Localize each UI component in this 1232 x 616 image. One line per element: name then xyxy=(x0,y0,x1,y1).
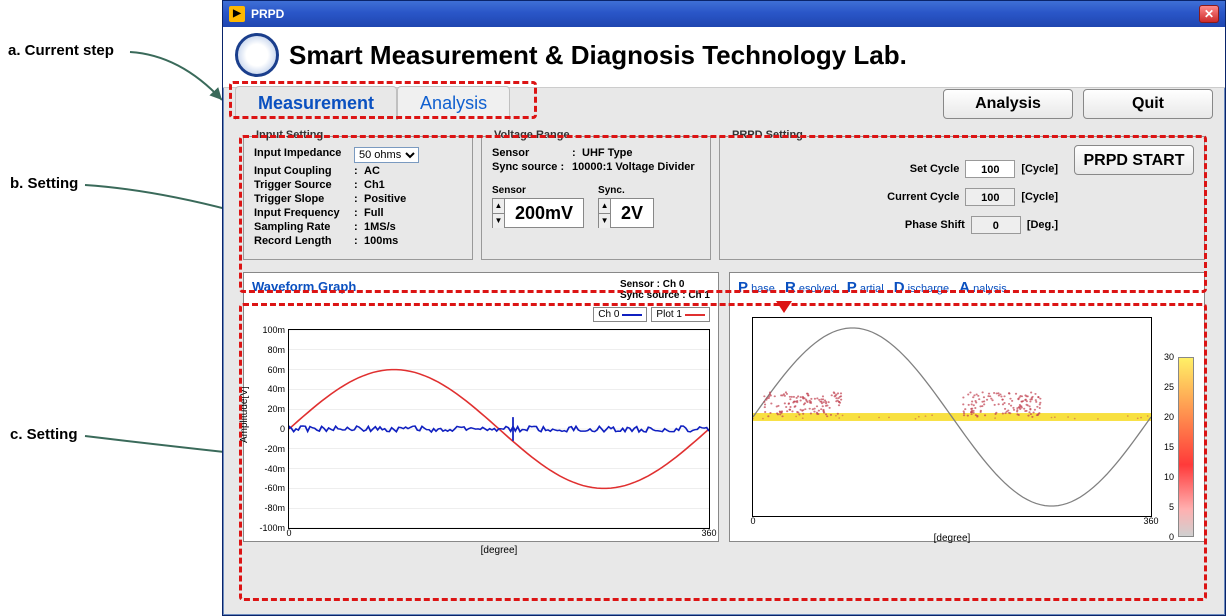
tab-measurement[interactable]: Measurement xyxy=(235,86,397,120)
phase-u: [Deg.] xyxy=(1027,219,1058,231)
vr-sensor-k: Sensor xyxy=(492,147,572,159)
vr-sync-k: Sync source : xyxy=(492,161,572,173)
settings-row: Input Setting Input Impedance 50 ohms In… xyxy=(235,128,1213,268)
legend-ch0: Ch 0 xyxy=(593,307,647,322)
close-button[interactable]: ✕ xyxy=(1199,5,1219,23)
waveform-plot: 100m80m60m40m20m0-20m-40m-60m-80m-100m 0… xyxy=(288,329,710,529)
prpd-graph-box: P haseR esolvedP artialD ischargeA nalys… xyxy=(729,272,1205,542)
titlebar: ▶ PRPD ✕ xyxy=(223,1,1225,27)
sensor-spin[interactable]: ▲▼200mV xyxy=(492,198,584,228)
srate-k: Sampling Rate xyxy=(254,221,354,233)
trigslope-v: Positive xyxy=(364,193,406,205)
srate-v: 1MS/s xyxy=(364,221,396,233)
impedance-label: Input Impedance xyxy=(254,147,354,163)
trigslope-k: Trigger Slope xyxy=(254,193,354,205)
annotation-c: c. Setting xyxy=(10,426,78,443)
reclen-k: Record Length xyxy=(254,235,354,247)
app-icon: ▶ xyxy=(229,6,245,22)
graph-row: Waveform Graph Sensor : Ch 0 Sync source… xyxy=(235,268,1213,546)
infreq-k: Input Frequency xyxy=(254,207,354,219)
sensor-spin-label: Sensor xyxy=(492,185,584,196)
sync-spin[interactable]: ▲▼2V xyxy=(598,198,654,228)
cur-cycle-value: 100 xyxy=(965,188,1015,206)
quit-button[interactable]: Quit xyxy=(1083,89,1213,119)
legend-plot1: Plot 1 xyxy=(651,307,710,322)
cur-cycle-k: Current Cycle xyxy=(887,191,959,203)
prpd-setting-group: PRPD Setting Set Cycle 100 [Cycle] Curre… xyxy=(719,136,1205,260)
waveform-title: Waveform Graph xyxy=(252,279,356,301)
app-header: Smart Measurement & Diagnosis Technology… xyxy=(223,27,1225,88)
infreq-v: Full xyxy=(364,207,384,219)
trigsrc-v: Ch1 xyxy=(364,179,385,191)
body-area: Input Setting Input Impedance 50 ohms In… xyxy=(223,120,1225,554)
phase-value: 0 xyxy=(971,216,1021,234)
wf-info2-k: Sync source xyxy=(620,290,679,301)
voltage-range-legend: Voltage Range xyxy=(490,129,574,141)
app-window: ▶ PRPD ✕ Smart Measurement & Diagnosis T… xyxy=(222,0,1226,616)
callout-arrows xyxy=(0,0,230,616)
trigsrc-k: Trigger Source xyxy=(254,179,354,191)
app-title: Smart Measurement & Diagnosis Technology… xyxy=(289,40,907,71)
colorbar-ticks: 302520151050 xyxy=(1154,357,1174,537)
waveform-graph-box: Waveform Graph Sensor : Ch 0 Sync source… xyxy=(243,272,719,542)
set-cycle-u: [Cycle] xyxy=(1021,163,1058,175)
marker-triangle-icon xyxy=(776,301,792,313)
wf-xlabel: [degree] xyxy=(288,545,710,556)
wf-ylabel: Amplitude[V] xyxy=(239,386,250,443)
coupling-k: Input Coupling xyxy=(254,165,354,177)
window-title: PRPD xyxy=(251,7,284,21)
vr-sensor-v: UHF Type xyxy=(582,147,633,159)
cur-cycle-u: [Cycle] xyxy=(1021,191,1058,203)
tab-analysis[interactable]: Analysis xyxy=(397,86,510,120)
annotation-b: b. Setting xyxy=(10,175,78,192)
lab-logo xyxy=(235,33,279,77)
colorbar xyxy=(1178,357,1194,537)
coupling-v: AC xyxy=(364,165,380,177)
phase-k: Phase Shift xyxy=(905,219,965,231)
vr-sync-v: 10000:1 Voltage Divider xyxy=(572,161,695,173)
annotation-a: a. Current step xyxy=(8,42,114,59)
reclen-v: 100ms xyxy=(364,235,398,247)
set-cycle-input[interactable]: 100 xyxy=(965,160,1015,178)
set-cycle-k: Set Cycle xyxy=(910,163,960,175)
prpd-start-button[interactable]: PRPD START xyxy=(1074,145,1194,175)
voltage-range-group: Voltage Range Sensor:UHF Type Sync sourc… xyxy=(481,136,711,260)
sync-spin-label: Sync. xyxy=(598,185,654,196)
impedance-select[interactable]: 50 ohms xyxy=(354,147,419,163)
input-setting-group: Input Setting Input Impedance 50 ohms In… xyxy=(243,136,473,260)
wf-info1-v: : Ch 0 xyxy=(657,279,685,290)
prpd-title-letters: P haseR esolvedP artialD ischargeA nalys… xyxy=(738,279,1196,297)
prpd-xlabel: [degree] xyxy=(752,533,1152,544)
wf-info2-v: : Ch 1 xyxy=(682,290,710,301)
prpd-plot: 0360 xyxy=(752,317,1152,517)
prpd-setting-legend: PRPD Setting xyxy=(728,129,807,141)
wf-info1-k: Sensor xyxy=(620,279,654,290)
toolbar: Measurement Analysis Analysis Quit xyxy=(223,88,1225,120)
analysis-button[interactable]: Analysis xyxy=(943,89,1073,119)
input-setting-legend: Input Setting xyxy=(252,129,327,141)
